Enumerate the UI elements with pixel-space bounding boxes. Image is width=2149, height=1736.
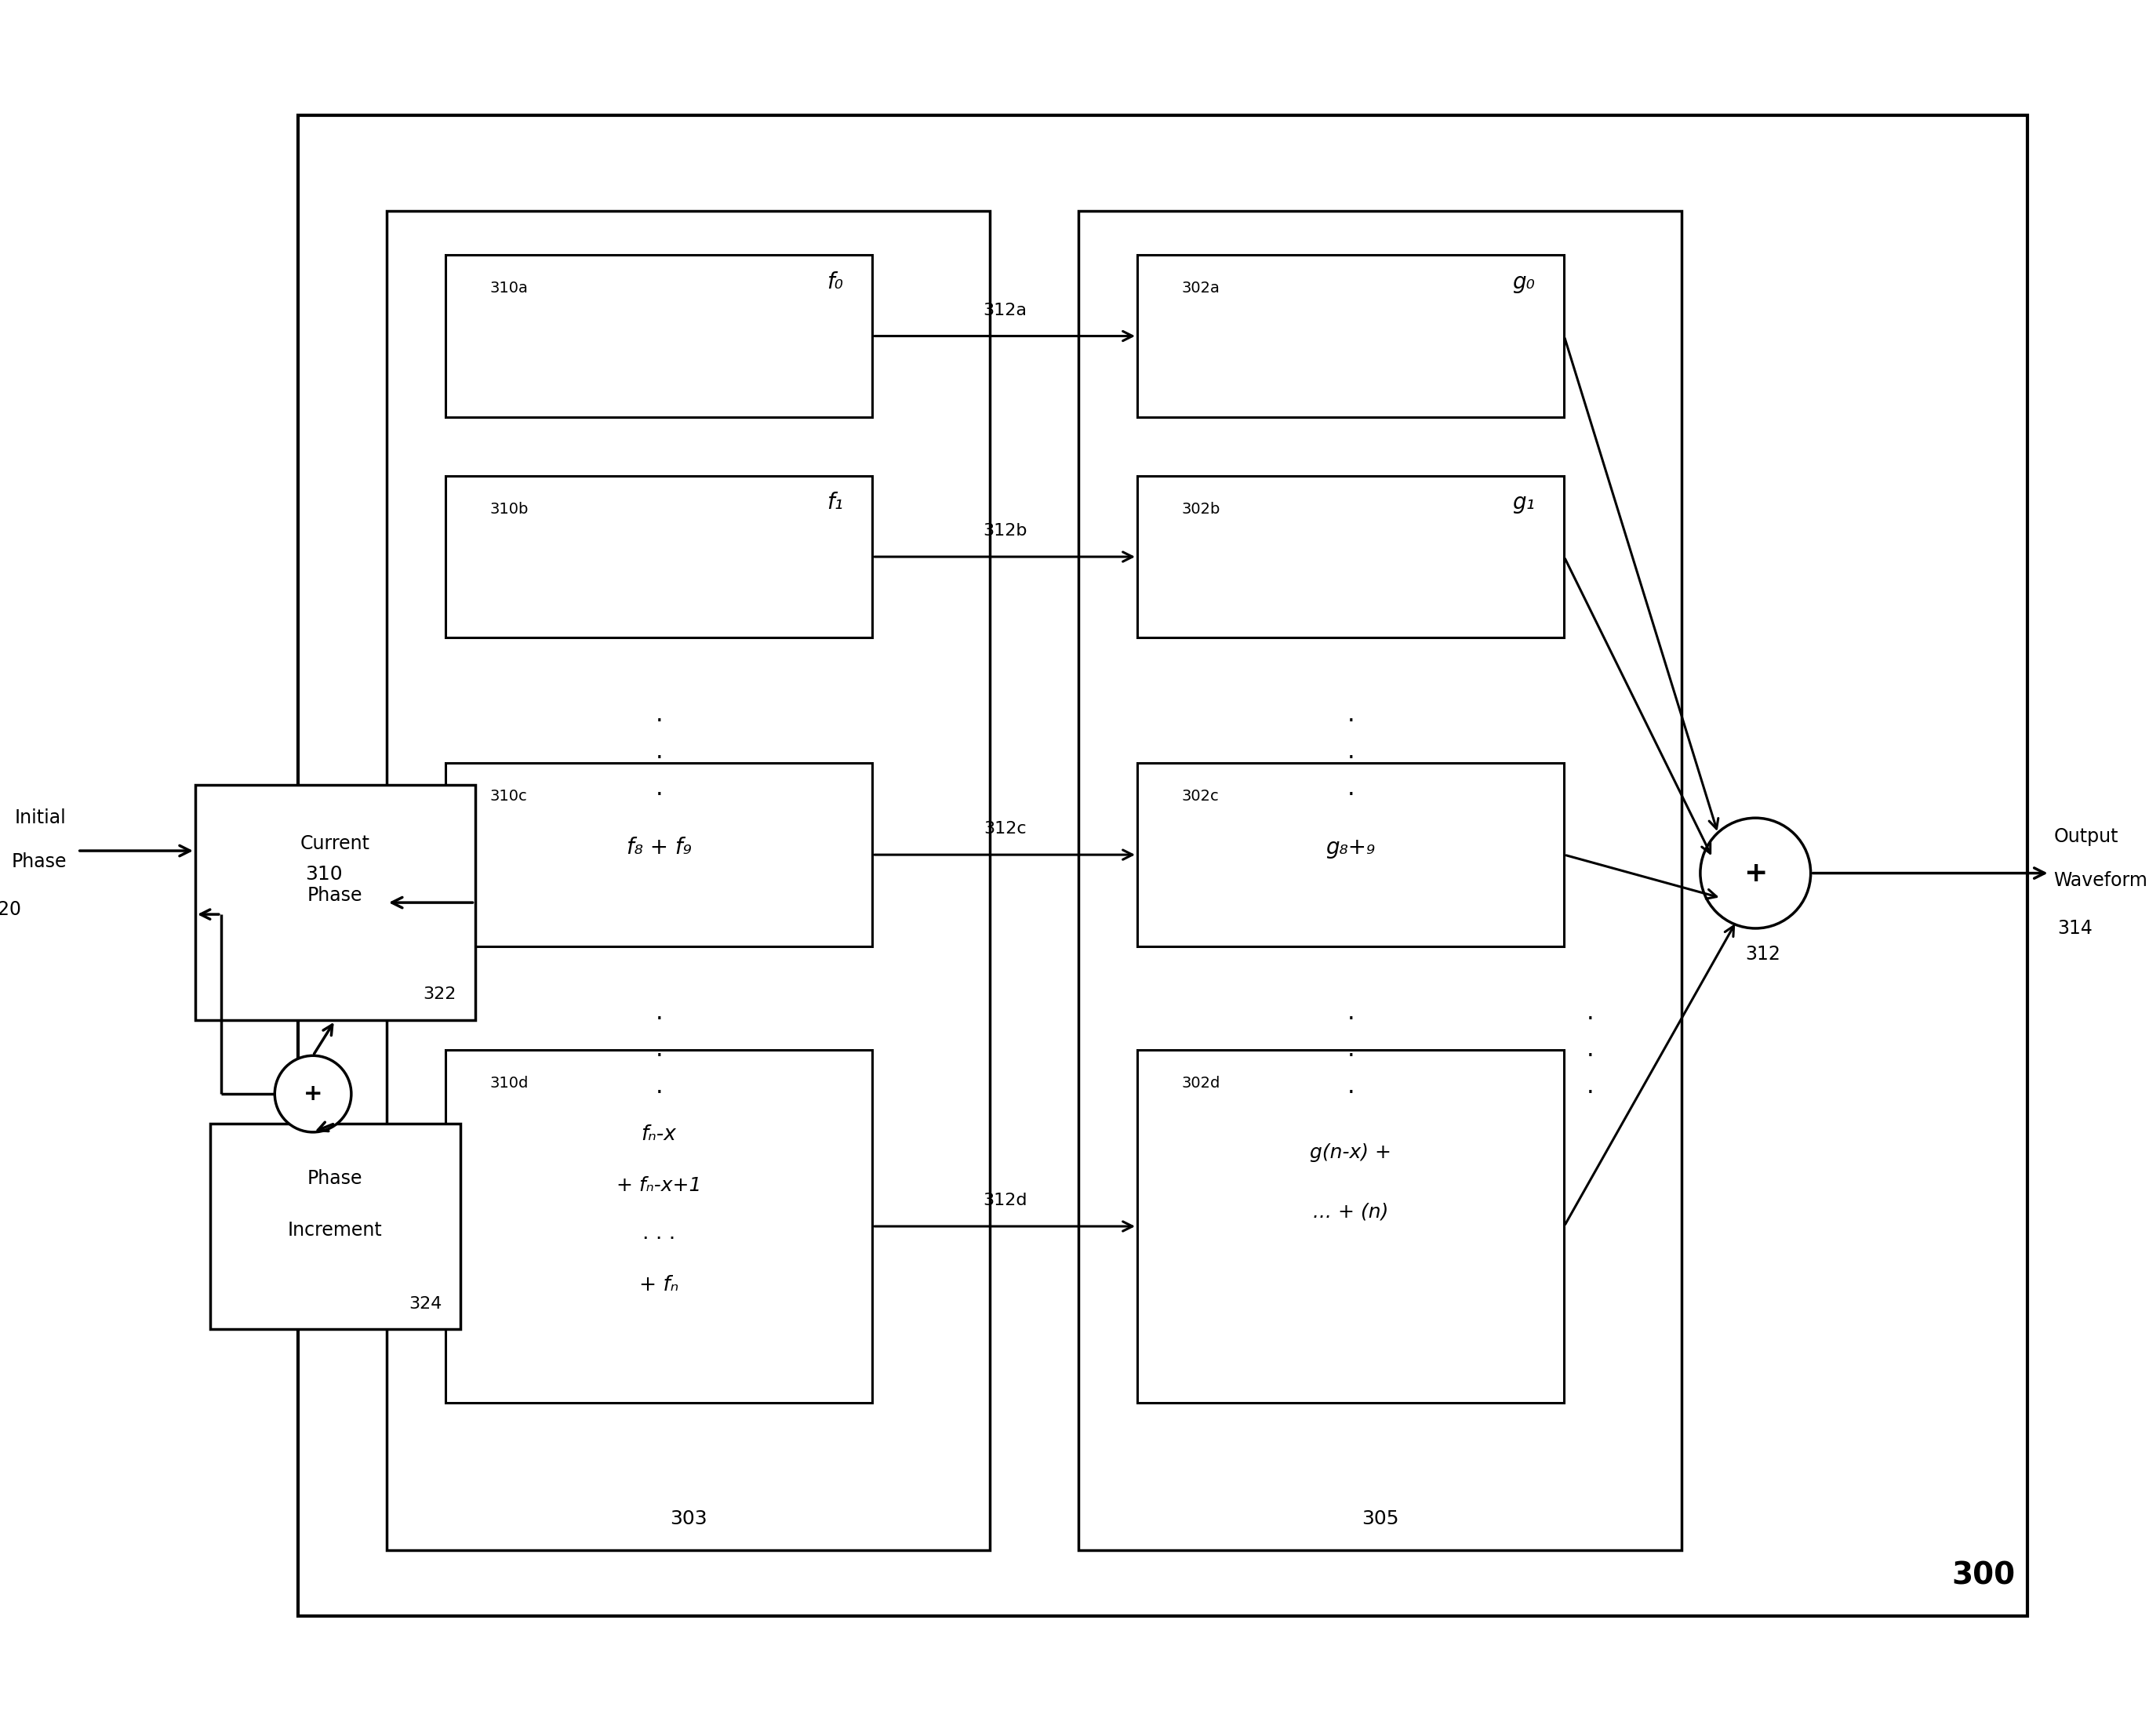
Text: fₙ-x: fₙ-x <box>640 1125 677 1144</box>
Text: . . .: . . . <box>643 1224 675 1245</box>
Text: g₀: g₀ <box>1513 271 1534 293</box>
Text: +: + <box>1743 859 1766 887</box>
Text: Phase: Phase <box>11 852 67 871</box>
Text: 302b: 302b <box>1182 502 1221 517</box>
Text: + fₙ-x+1: + fₙ-x+1 <box>617 1177 701 1196</box>
Text: f₁: f₁ <box>827 491 842 514</box>
Text: .: . <box>1586 1038 1595 1061</box>
Text: 312c: 312c <box>984 821 1027 837</box>
Text: 303: 303 <box>670 1510 707 1529</box>
Text: .: . <box>655 740 662 764</box>
Text: 310b: 310b <box>490 502 529 517</box>
Bar <box>445 1050 872 1403</box>
Text: 312d: 312d <box>982 1193 1027 1208</box>
Text: 310d: 310d <box>490 1076 529 1090</box>
Text: f₈ + f₉: f₈ + f₉ <box>628 837 692 858</box>
Text: 312: 312 <box>1745 944 1779 963</box>
Text: Waveform: Waveform <box>2054 871 2147 891</box>
Text: Phase: Phase <box>307 1168 363 1187</box>
Text: 310c: 310c <box>490 788 527 804</box>
Bar <box>1079 212 1683 1550</box>
Text: .: . <box>1347 778 1354 800</box>
Text: + fₙ: + fₙ <box>638 1274 679 1295</box>
Bar <box>196 785 475 1021</box>
Text: 310a: 310a <box>490 281 529 295</box>
Text: .: . <box>655 703 662 726</box>
Text: +: + <box>303 1083 322 1104</box>
Text: 312b: 312b <box>982 523 1027 538</box>
Bar <box>299 115 2029 1616</box>
Circle shape <box>275 1055 350 1132</box>
Text: 324: 324 <box>408 1295 443 1311</box>
Text: g₈+₉: g₈+₉ <box>1326 837 1375 858</box>
Bar <box>445 476 872 637</box>
Bar <box>1137 1050 1564 1403</box>
Text: 305: 305 <box>1362 1510 1399 1529</box>
Text: Output: Output <box>2054 826 2119 845</box>
Text: .: . <box>1586 1075 1595 1097</box>
Text: Increment: Increment <box>288 1220 383 1240</box>
Text: 310: 310 <box>305 865 342 884</box>
Text: .: . <box>655 1075 662 1097</box>
Text: .: . <box>655 778 662 800</box>
Bar <box>387 212 991 1550</box>
Text: 302c: 302c <box>1182 788 1218 804</box>
Bar <box>1137 255 1564 417</box>
Text: 314: 314 <box>2057 918 2093 937</box>
Text: g₁: g₁ <box>1513 491 1534 514</box>
Bar <box>211 1123 460 1330</box>
Text: Current: Current <box>301 835 370 852</box>
Text: .: . <box>655 1038 662 1061</box>
Bar <box>445 762 872 946</box>
Text: ... + (n): ... + (n) <box>1313 1203 1388 1220</box>
Text: 302a: 302a <box>1182 281 1221 295</box>
Bar <box>1137 762 1564 946</box>
Text: 322: 322 <box>423 986 456 1002</box>
Bar <box>1137 476 1564 637</box>
Text: 302d: 302d <box>1182 1076 1221 1090</box>
Text: .: . <box>1347 1038 1354 1061</box>
Text: 320: 320 <box>0 901 21 918</box>
Text: g(n-x) +: g(n-x) + <box>1311 1144 1393 1161</box>
Circle shape <box>1700 818 1812 929</box>
Text: 300: 300 <box>1951 1561 2016 1590</box>
Text: Initial: Initial <box>15 809 67 826</box>
Text: 312a: 312a <box>982 302 1027 318</box>
Text: .: . <box>1347 703 1354 726</box>
Text: f₀: f₀ <box>827 271 842 293</box>
Text: .: . <box>655 1002 662 1024</box>
Text: .: . <box>1347 740 1354 764</box>
Text: .: . <box>1347 1002 1354 1024</box>
Text: .: . <box>1347 1075 1354 1097</box>
Text: Phase: Phase <box>307 885 363 904</box>
Text: .: . <box>1586 1002 1595 1024</box>
Bar <box>445 255 872 417</box>
